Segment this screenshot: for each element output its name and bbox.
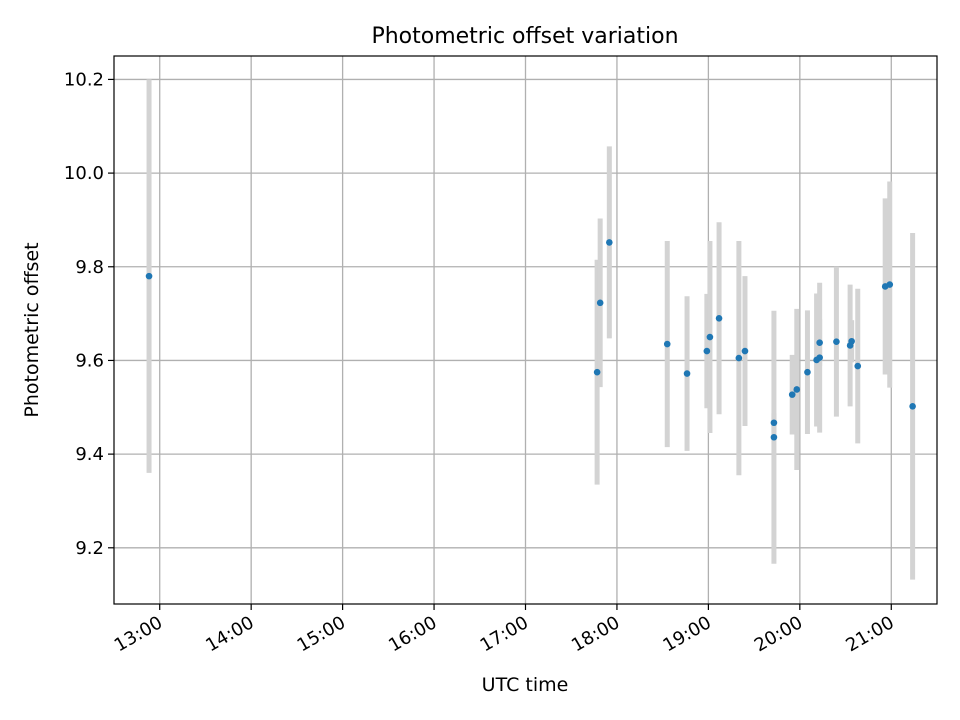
data-point: [770, 419, 778, 427]
chart-title: Photometric offset variation: [371, 24, 678, 49]
data-point: [833, 338, 840, 346]
data-point: [703, 347, 711, 355]
data-point: [854, 362, 862, 370]
data-point: [606, 239, 613, 246]
data-point: [596, 299, 604, 307]
data-point: [741, 347, 749, 355]
data-point: [886, 281, 894, 288]
y-tick-label: 9.8: [75, 257, 104, 278]
data-point: [683, 370, 691, 377]
y-tick-label: 9.4: [75, 444, 104, 465]
y-tick-label: 10.0: [64, 163, 104, 184]
y-tick-label: 10.2: [64, 69, 104, 90]
data-points: [145, 239, 916, 441]
data-point: [848, 337, 855, 345]
grid: [114, 56, 937, 604]
data-point: [793, 386, 801, 393]
data-point: [816, 354, 823, 361]
data-point: [715, 314, 723, 322]
data-point: [145, 272, 153, 280]
x-axis-label: UTC time: [482, 674, 569, 696]
data-point: [593, 368, 601, 376]
data-point: [663, 340, 671, 348]
data-point: [735, 354, 743, 362]
data-point: [909, 403, 916, 410]
data-point: [770, 433, 778, 441]
y-tick-label: 9.2: [75, 538, 104, 559]
data-point: [788, 391, 796, 398]
data-point: [804, 368, 811, 376]
data-point: [816, 339, 823, 346]
data-point: [706, 333, 714, 341]
y-tick-label: 9.6: [75, 350, 104, 371]
y-axis-label: Photometric offset: [21, 242, 43, 417]
